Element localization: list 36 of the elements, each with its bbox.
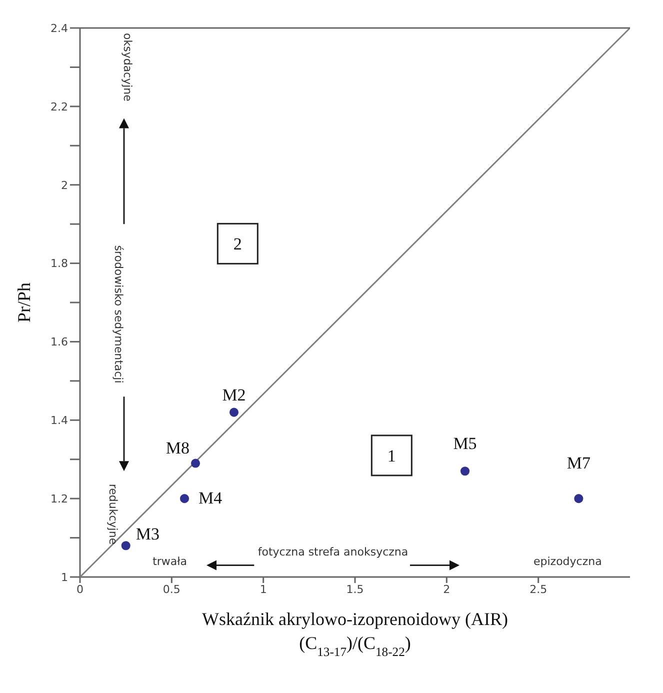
point (229, 408, 239, 417)
y-tick-label: 1.8 (50, 257, 68, 270)
point (190, 458, 200, 468)
point (460, 466, 470, 476)
x-tick-label: 1 (260, 582, 267, 596)
point (121, 541, 130, 550)
annotation: redukcyjne (106, 484, 120, 545)
point (180, 494, 190, 504)
annotation: M7 (566, 454, 591, 473)
y-tick-label: 1.4 (50, 414, 68, 428)
annotation: M8 (166, 438, 190, 458)
y-tick-label: 1.6 (50, 336, 68, 349)
annotation: 1 (387, 446, 396, 466)
y-tick-label: 2.4 (50, 22, 68, 35)
y-tick-label: 2.2 (50, 100, 68, 114)
y-tick-label: 2 (61, 178, 68, 192)
annotation: M4 (198, 488, 223, 508)
annotation: M3 (136, 524, 160, 544)
x-tick-label: 2.5 (530, 582, 548, 596)
x-axis-title: Wskaźnik akrylowo-izoprenoidowy (AIR) (C$_{13-17}$)/(C$_{18-22}$) (202, 609, 508, 659)
annotation: środowisko sedymentacji (112, 245, 125, 384)
annotation: oksydacyjne (121, 33, 134, 102)
annotation: fotyczna strefa anoksyczna (258, 545, 408, 558)
annotation: M5 (453, 434, 477, 454)
x-tick-label: 0 (76, 582, 84, 596)
point (574, 494, 584, 504)
y-tick-label: 1.2 (50, 492, 68, 506)
x-tick-label: 2 (443, 582, 450, 596)
annotation: M2 (222, 385, 246, 404)
x-tick-label: 0.5 (162, 582, 180, 596)
annotation: 2 (233, 234, 242, 254)
x-tick-label: 1.5 (346, 582, 364, 596)
y-tick-label: 1 (61, 570, 68, 584)
y-axis-title: Pr/Ph (14, 282, 34, 323)
annotation: trwała (152, 555, 188, 568)
annotation: epizodyczna (533, 555, 602, 568)
